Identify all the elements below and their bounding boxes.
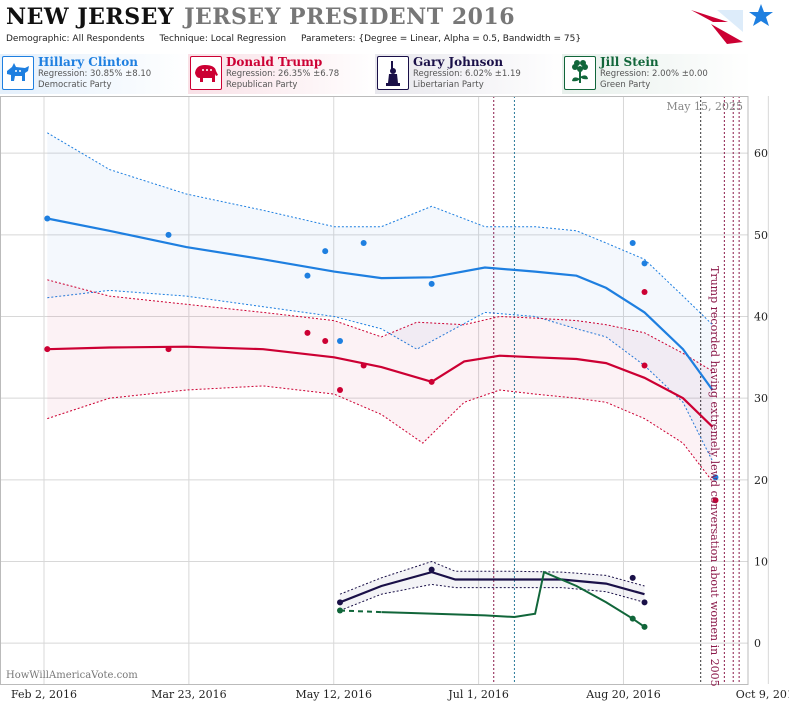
page-title: NEW JERSEY JERSEY PRESIDENT 2016 <box>6 4 515 30</box>
jill-stein-poll-point <box>337 607 343 614</box>
site-logo-icon <box>691 4 773 44</box>
party-name: Libertarian Party <box>413 80 484 90</box>
donald-trump-poll-point <box>322 338 329 344</box>
event-lines <box>493 96 740 684</box>
donald-trump-poll-point <box>44 346 51 353</box>
jill-stein-trend-line <box>381 570 646 628</box>
regression-value: Regression: 26.35% ±6.78 <box>226 69 340 79</box>
candidate-name: Donald Trump <box>226 55 323 69</box>
donald-trump-band <box>47 279 713 482</box>
parameters-label: Parameters: {Degree = Linear, Alpha = 0.… <box>301 34 582 44</box>
hillary-clinton-poll-point <box>304 272 311 279</box>
y-tick-label: 40 <box>754 311 768 324</box>
technique-label: Technique: Local Regression <box>159 34 287 44</box>
grid <box>0 96 769 684</box>
donald-trump-poll-point <box>304 329 311 336</box>
x-tick-label: Aug 20, 2016 <box>585 688 661 701</box>
donald-trump-trend-line <box>47 345 714 428</box>
race-name: JERSEY PRESIDENT 2016 <box>184 4 516 30</box>
candidate-legend: Hillary Clinton Regression: 30.85% ±8.10… <box>0 54 789 96</box>
flower-icon <box>564 56 596 90</box>
header: NEW JERSEY JERSEY PRESIDENT 2016 Demograp… <box>0 0 789 50</box>
state-name: NEW JERSEY <box>6 4 175 30</box>
hillary-clinton-poll-point <box>322 248 329 255</box>
donald-trump-lower-bound <box>47 385 713 482</box>
hillary-clinton-band <box>47 132 713 462</box>
hillary-clinton-poll-point <box>337 338 343 344</box>
trend-lines <box>47 217 714 628</box>
donald-trump-poll-point <box>360 362 367 369</box>
party-name: Democratic Party <box>38 80 112 90</box>
event-annotation: Trump recorded having extremely lewd con… <box>708 266 721 687</box>
y-tick-label: 0 <box>754 637 761 650</box>
donald-trump-poll-point <box>165 346 172 353</box>
demographic-label: Demographic: All Respondents <box>6 34 145 44</box>
gary-johnson-band <box>340 561 645 611</box>
hillary-clinton-poll-point <box>428 280 435 287</box>
gary-johnson-upper-bound <box>339 560 645 595</box>
regression-value: Regression: 30.85% ±8.10 <box>38 69 152 79</box>
gary-johnson-trend-line <box>339 570 645 604</box>
hillary-clinton-poll-point <box>712 474 719 481</box>
regression-value: Regression: 6.02% ±1.19 <box>413 69 521 79</box>
jill-stein-poll-point <box>641 623 648 630</box>
hillary-clinton-lower-bound <box>47 289 713 462</box>
data-points <box>44 215 719 630</box>
party-name: Republican Party <box>226 80 298 90</box>
legend-item-trump[interactable]: Donald Trump Regression: 26.35% ±6.78 Re… <box>188 54 378 94</box>
hillary-clinton-poll-point <box>629 240 636 246</box>
hillary-clinton-upper-bound <box>47 132 713 326</box>
legend-item-stein[interactable]: Jill Stein Regression: 2.00% ±0.00 Green… <box>562 54 752 94</box>
gary-johnson-poll-point <box>428 566 435 573</box>
x-tick-label: May 12, 2016 <box>295 688 372 701</box>
jill-stein-poll-point <box>629 615 636 622</box>
hillary-clinton-poll-point <box>641 260 648 267</box>
y-tick-label: 10 <box>754 556 768 569</box>
hillary-clinton-poll-point <box>44 215 51 222</box>
donald-trump-poll-point <box>712 497 719 504</box>
poll-chart: 0 10 20 30 40 50 60 Feb 2, 2016 Mar 23, 2016 May … <box>0 96 789 701</box>
donkey-icon <box>2 56 34 90</box>
statue-of-liberty-icon <box>377 56 409 90</box>
watermark: HowWillAmericaVote.com <box>6 670 138 681</box>
chart-meta: Demographic: All Respondents Technique: … <box>6 34 593 44</box>
confidence-bands <box>47 132 713 611</box>
donald-trump-poll-point <box>428 378 435 385</box>
elephant-icon <box>190 56 222 90</box>
regression-value: Regression: 2.00% ±0.00 <box>600 69 708 79</box>
y-tick-label: 30 <box>754 392 768 405</box>
gary-johnson-poll-point <box>337 599 343 606</box>
x-tick-label: Jul 1, 2016 <box>447 688 509 701</box>
y-tick-label: 20 <box>754 474 768 487</box>
date-label: May 15, 2025 <box>666 100 743 113</box>
plot-frame <box>0 96 749 685</box>
jill-stein-dashed-segment <box>339 609 382 614</box>
gary-johnson-poll-point <box>641 599 648 606</box>
donald-trump-poll-point <box>337 387 343 393</box>
donald-trump-poll-point <box>641 289 648 295</box>
axes: 0 10 20 30 40 50 60 Feb 2, 2016 Mar 23, 2016 May … <box>0 96 789 701</box>
candidate-name: Gary Johnson <box>413 55 504 69</box>
x-tick-label: Mar 23, 2016 <box>151 688 227 701</box>
legend-item-clinton[interactable]: Hillary Clinton Regression: 30.85% ±8.10… <box>0 54 190 94</box>
legend-item-johnson[interactable]: Gary Johnson Regression: 6.02% ±1.19 Lib… <box>375 54 565 94</box>
candidate-name: Jill Stein <box>600 55 659 69</box>
gary-johnson-lower-bound <box>339 583 645 611</box>
donald-trump-poll-point <box>641 362 648 369</box>
hillary-clinton-poll-point <box>360 240 367 246</box>
party-name: Green Party <box>600 80 651 90</box>
x-tick-label: Feb 2, 2016 <box>11 688 77 701</box>
hillary-clinton-poll-point <box>165 231 172 238</box>
candidate-name: Hillary Clinton <box>38 55 138 69</box>
gary-johnson-poll-point <box>629 574 636 581</box>
x-tick-label: Oct 9, 2016 <box>736 688 789 701</box>
hillary-clinton-trend-line <box>47 217 714 391</box>
y-tick-label: 50 <box>754 229 768 242</box>
y-tick-label: 60 <box>754 147 768 160</box>
